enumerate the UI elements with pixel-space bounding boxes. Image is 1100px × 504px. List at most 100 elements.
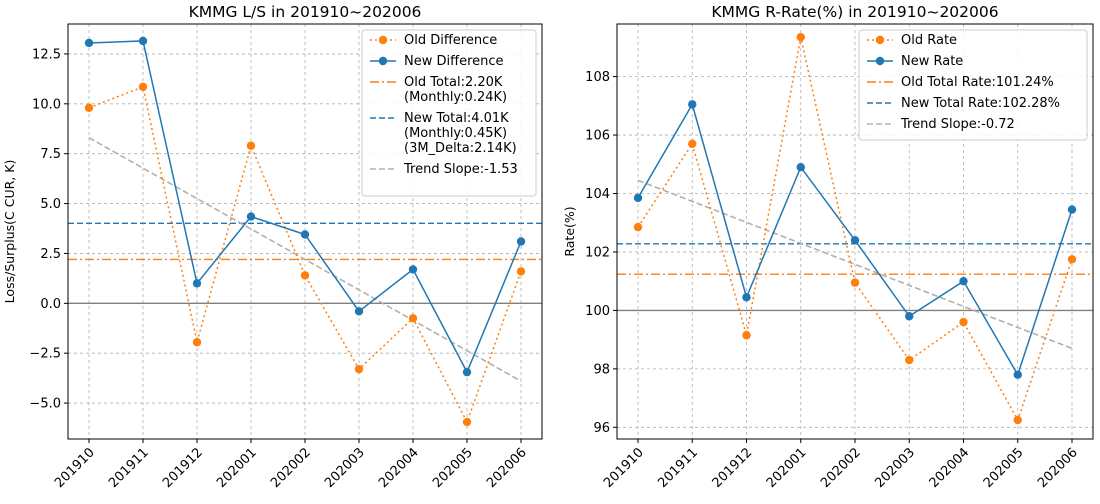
x-tick-label: 201912 [160, 445, 206, 491]
y-tick-label: 104 [585, 187, 610, 202]
legend-entry-line: Old Difference [404, 33, 497, 48]
legend-entry: New Total Rate:102.28% [901, 96, 1060, 111]
legend-entry: Trend Slope:-0.72 [900, 117, 1015, 132]
data-point [850, 278, 860, 287]
data-point [796, 163, 805, 172]
data-point [1067, 255, 1077, 264]
data-point [1013, 370, 1022, 379]
data-point [84, 38, 94, 48]
data-point [246, 141, 256, 150]
y-tick-label: 106 [585, 129, 610, 144]
legend: Old Rate New Rate Old Total Rate:101.24% Ne… [858, 29, 1088, 141]
x-tick-label: 202002 [818, 445, 864, 491]
data-point [354, 307, 364, 316]
x-tick-label: 202006 [484, 445, 530, 491]
x-tick-label: 202001 [764, 445, 810, 491]
data-point [516, 237, 526, 246]
data-point [462, 367, 472, 377]
legend-entry-line: Trend Slope:-1.53 [403, 162, 518, 177]
legend-entry-line: Trend Slope:-0.72 [900, 117, 1015, 132]
data-point [408, 265, 418, 274]
legend-marker [875, 56, 885, 66]
data-point [354, 364, 364, 374]
data-point [850, 236, 860, 245]
y-tick-label: 2.5 [40, 247, 61, 262]
legend-entry-line: New Total Rate:102.28% [901, 96, 1060, 111]
data-point [462, 417, 472, 427]
legend: Old Difference New Difference Old Total:2.… [361, 29, 537, 197]
legend-box [858, 29, 1088, 141]
y-tick-label: −5.0 [29, 397, 61, 412]
legend-entry: Old Total:2.20K (Monthly:0.24K) [404, 75, 507, 105]
x-tick-label: 202002 [268, 445, 314, 491]
x-tick-label: 202006 [1035, 445, 1081, 491]
data-point [138, 82, 148, 92]
y-tick-label: 96 [593, 421, 610, 436]
data-point [959, 317, 968, 327]
data-point [742, 293, 751, 302]
x-tick-label: 202003 [322, 445, 368, 491]
chart-title: KMMG R-Rate(%) in 201910~202006 [711, 3, 998, 21]
legend-marker [875, 35, 885, 45]
x-tick-label: 202005 [981, 445, 1027, 491]
data-point [246, 212, 256, 221]
y-tick-label: 100 [585, 304, 610, 319]
legend-entry: New Rate [901, 54, 963, 69]
legend-entry-line: New Total:4.01K [404, 111, 509, 126]
data-point [796, 32, 805, 42]
x-tick-label: 202004 [927, 445, 973, 491]
data-point [408, 314, 418, 323]
legend-entry-line: (Monthly:0.45K) [404, 126, 507, 141]
trend-line [88, 137, 522, 382]
legend-entry-line: New Difference [404, 54, 504, 69]
data-point [84, 103, 94, 112]
x-tick-label: 201910 [601, 445, 647, 491]
y-tick-label: 0.0 [40, 297, 61, 312]
data-point [192, 338, 202, 347]
data-point [633, 222, 643, 232]
data-point [516, 267, 526, 276]
y-tick-label: 12.5 [32, 47, 61, 62]
legend-entry: Old Rate [901, 33, 957, 48]
chart-panel-1: −5.0 −2.5 0.0 2.5 5.0 7.5 10.0 12.5 201910 201911… [2, 3, 543, 491]
chart-title: KMMG L/S in 201910~202006 [189, 3, 422, 21]
legend-marker [378, 56, 388, 66]
legend-entry-line: (3M_Delta:2.14K) [404, 141, 517, 156]
y-tick-label: −2.5 [29, 347, 61, 362]
legend-entry: Old Difference [404, 33, 497, 48]
data-point [1067, 205, 1077, 214]
data-point [192, 279, 202, 288]
series-line-1 [637, 36, 1073, 422]
data-point [742, 331, 751, 340]
legend-entry-line: Old Rate [901, 33, 957, 48]
legend-entry-line: Old Total:2.20K [404, 75, 503, 90]
data-point [688, 139, 697, 149]
data-point [905, 312, 914, 321]
legend-entry-line: New Rate [901, 54, 963, 69]
legend-entry: New Total:4.01K (Monthly:0.45K) (3M_Delta:… [404, 111, 517, 156]
y-tick-label: 10.0 [32, 97, 61, 112]
legend-entry: New Difference [404, 54, 504, 69]
x-tick-label: 202001 [214, 445, 260, 491]
x-tick-label: 202005 [430, 445, 476, 491]
x-tick-label: 201911 [106, 445, 152, 491]
legend-box [361, 29, 537, 197]
data-point [1013, 415, 1022, 425]
data-point [905, 355, 914, 365]
x-tick-label: 201910 [52, 445, 98, 491]
data-point [300, 230, 310, 239]
legend-marker [378, 35, 388, 45]
x-tick-label: 202003 [872, 445, 918, 491]
x-tick-label: 201911 [655, 445, 701, 491]
data-point [633, 193, 643, 203]
data-point [959, 276, 968, 286]
y-axis-label: Loss/Surplus(C CUR, K) [2, 160, 17, 304]
x-tick-label: 201912 [710, 445, 756, 491]
y-tick-label: 7.5 [40, 147, 61, 162]
legend-entry-line: Old Total Rate:101.24% [901, 75, 1054, 90]
y-tick-label: 98 [593, 362, 610, 377]
data-point [688, 100, 697, 109]
